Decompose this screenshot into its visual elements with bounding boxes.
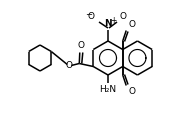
Text: N: N bbox=[104, 19, 112, 29]
Text: O: O bbox=[129, 20, 136, 29]
Text: +: + bbox=[110, 16, 116, 25]
Text: O: O bbox=[78, 42, 85, 51]
Text: O: O bbox=[120, 12, 127, 21]
Text: O: O bbox=[88, 12, 95, 21]
Text: O: O bbox=[129, 87, 136, 96]
Text: −: − bbox=[85, 10, 92, 19]
Text: O: O bbox=[66, 61, 73, 70]
Text: H₂N: H₂N bbox=[99, 85, 117, 94]
